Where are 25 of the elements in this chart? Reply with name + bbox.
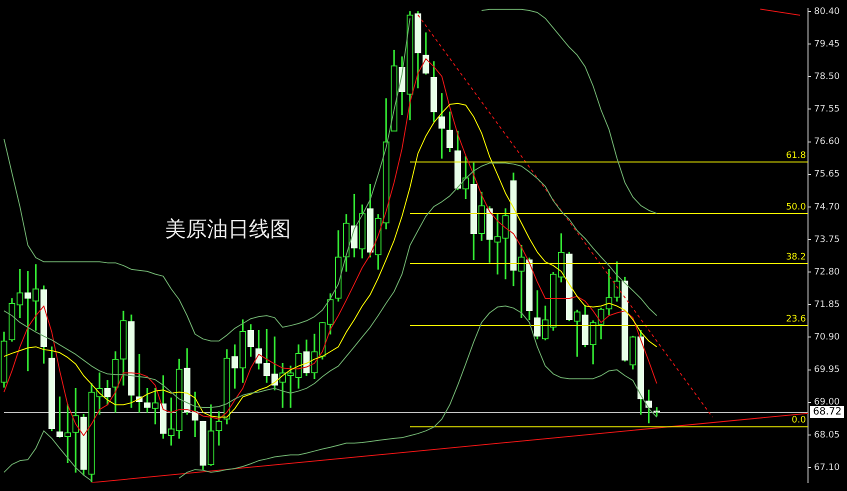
- annotation: 38.2: [786, 252, 806, 262]
- y-tick-label: 70.90: [814, 332, 840, 343]
- ref-line-label: 68.72: [813, 406, 842, 418]
- y-tick-label: 72.80: [814, 267, 840, 278]
- y-tick-label: 76.60: [814, 137, 840, 148]
- y-tick-label: 75.65: [814, 170, 840, 180]
- y-tick-label: 68.05: [814, 430, 840, 440]
- y-tick-label: 71.85: [814, 300, 840, 310]
- candlestick: [494, 213, 501, 274]
- annotation: 61.8: [786, 150, 806, 161]
- y-tick-label: 67.10: [814, 462, 840, 473]
- annotation: 23.6: [786, 314, 806, 324]
- y-tick-label: 80.40: [814, 6, 840, 17]
- candlestick: [287, 366, 294, 408]
- y-tick-label: 77.55: [814, 104, 840, 115]
- y-tick-label: 78.50: [814, 72, 840, 82]
- y-tick-label: 79.45: [814, 39, 840, 50]
- annotation: 50.0: [786, 202, 806, 212]
- candlestick: [518, 245, 525, 318]
- y-tick-label: 69.00: [814, 398, 840, 408]
- y-tick-label: 74.70: [814, 202, 840, 212]
- y-tick-label: 69.95: [814, 365, 840, 376]
- text: 美原油日线图: [165, 217, 291, 241]
- y-tick-label: 73.75: [814, 234, 840, 245]
- annotation: 0.0: [792, 416, 806, 426]
